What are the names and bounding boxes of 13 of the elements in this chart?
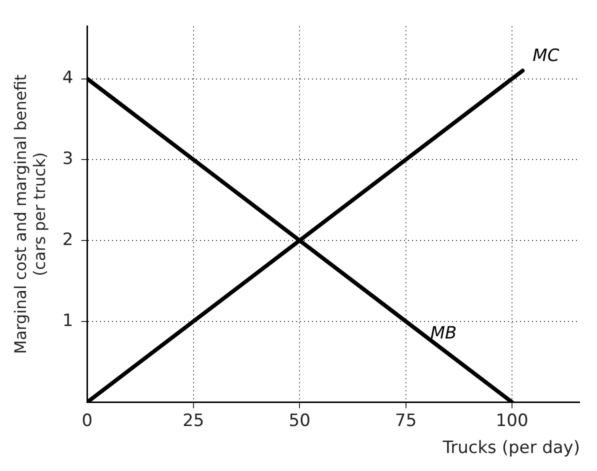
y-axis-title: Marginal cost and marginal benefit (cars per truck): [10, 74, 49, 354]
x-tick-label: 25: [182, 410, 204, 431]
y-tick-label: 3: [62, 149, 74, 170]
y-tick-label: 2: [62, 230, 74, 250]
y-tick-label: 1: [62, 310, 74, 331]
x-tick-label: 0: [82, 410, 93, 431]
x-tick-label: 75: [395, 410, 417, 431]
y-tick-label: 4: [62, 68, 74, 88]
x-axis-title: Trucks (per day): [442, 438, 580, 458]
series-label: MB: [430, 323, 457, 344]
series-label: MC: [532, 46, 560, 66]
x-tick-label: 100: [496, 410, 528, 431]
x-tick-label: 50: [288, 410, 310, 431]
